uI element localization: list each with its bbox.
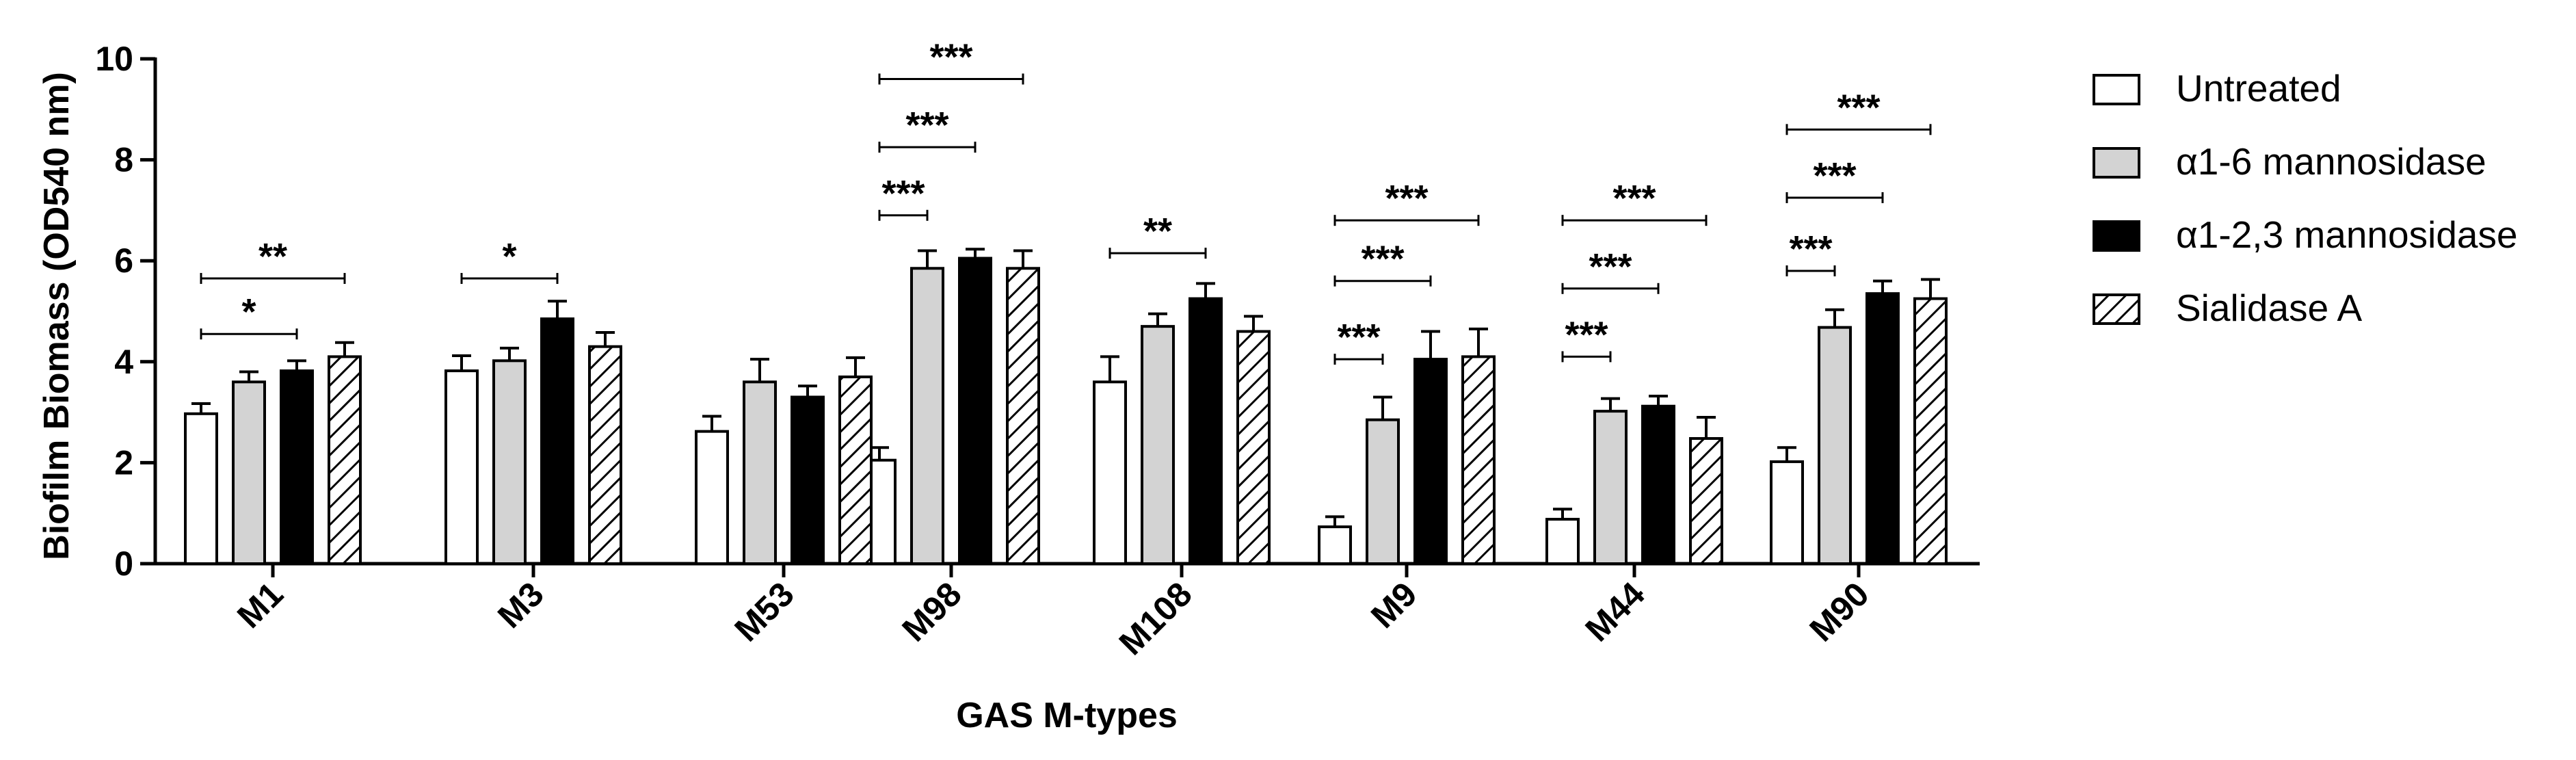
bar	[328, 355, 362, 565]
x-axis-label: GAS M-types	[956, 696, 1178, 735]
legend-swatch	[2093, 147, 2140, 179]
bar	[1318, 525, 1352, 565]
significance-label: ***	[1612, 178, 1656, 219]
y-tick-labels: 0 2 4 6 8 10	[95, 40, 133, 583]
bar	[743, 380, 777, 565]
bar	[280, 369, 314, 565]
x-tick-label: M90	[1802, 575, 1876, 648]
x-tick-label: M98	[894, 575, 968, 648]
legend-swatch	[2093, 220, 2140, 252]
legend: Untreated α1-6 mannosidase α1-2,3 mannosid…	[2093, 67, 2518, 329]
significance-label: **	[258, 236, 287, 277]
significance-label: ***	[1837, 87, 1880, 128]
bar	[1818, 326, 1852, 565]
bar	[838, 375, 873, 565]
y-tick-label: 0	[114, 545, 133, 583]
x-tick-labels: M1 M3 M53 M98 M108 M9 M44 M90	[230, 575, 1876, 662]
significance-label: ***	[1813, 155, 1856, 196]
bar	[444, 369, 479, 565]
x-tick-label: M44	[1578, 575, 1652, 649]
x-tick-label: M1	[230, 575, 291, 635]
bar	[910, 267, 944, 565]
bar	[791, 395, 825, 566]
y-tick-label: 10	[95, 40, 133, 78]
bar	[1545, 518, 1580, 566]
y-tick-label: 2	[114, 443, 133, 482]
bars-layer	[184, 248, 1948, 566]
bar	[958, 257, 992, 565]
significance-label: ***	[1589, 246, 1632, 287]
bar	[540, 317, 574, 565]
significance-label: ***	[1385, 178, 1428, 219]
bar	[1770, 460, 1804, 566]
bar	[1461, 355, 1496, 565]
bar	[1236, 330, 1271, 565]
significance-label: **	[1143, 211, 1172, 252]
y-tick-label: 6	[114, 241, 133, 280]
significance-label: *	[241, 291, 256, 332]
bar	[695, 430, 729, 565]
bar	[1641, 404, 1675, 566]
legend-label: α1-2,3 mannosidase	[2176, 213, 2518, 256]
bar	[1189, 297, 1223, 565]
bar	[1366, 418, 1400, 565]
legend-label: α1-6 mannosidase	[2176, 140, 2486, 183]
bar	[1689, 436, 1723, 566]
bar	[1413, 358, 1448, 565]
x-tick-label: M9	[1364, 575, 1424, 635]
significance-label: ***	[1565, 314, 1608, 355]
bar	[1006, 267, 1040, 565]
bar	[184, 412, 218, 566]
x-tick-label: M3	[490, 575, 551, 635]
x-tick-label: M108	[1112, 575, 1199, 662]
significance-label: ***	[905, 105, 948, 146]
legend-swatch	[2093, 74, 2140, 105]
x-tick-label: M53	[727, 575, 801, 648]
significance-label: ***	[1789, 228, 1832, 270]
significance-label: ***	[1337, 317, 1380, 358]
bar	[1093, 380, 1127, 565]
significance-layer: *** *************************************…	[200, 37, 1932, 365]
legend-label: Sialidase A	[2176, 287, 2362, 329]
significance-label: ***	[1361, 239, 1404, 280]
legend-label: Untreated	[2176, 67, 2341, 109]
significance-label: ***	[929, 37, 972, 78]
significance-label: ***	[881, 173, 925, 214]
y-tick-label: 8	[114, 141, 133, 179]
bar	[1141, 325, 1175, 565]
bar	[1865, 292, 1900, 565]
bar	[1593, 410, 1628, 566]
bar	[492, 359, 527, 565]
bar	[232, 380, 266, 565]
legend-swatch	[2093, 293, 2140, 325]
bar	[588, 345, 622, 565]
y-axis-label: Biofilm Biomass (OD540 nm)	[37, 72, 77, 560]
bar	[1913, 297, 1948, 565]
y-tick-label: 4	[114, 343, 133, 381]
significance-label: *	[502, 236, 516, 277]
